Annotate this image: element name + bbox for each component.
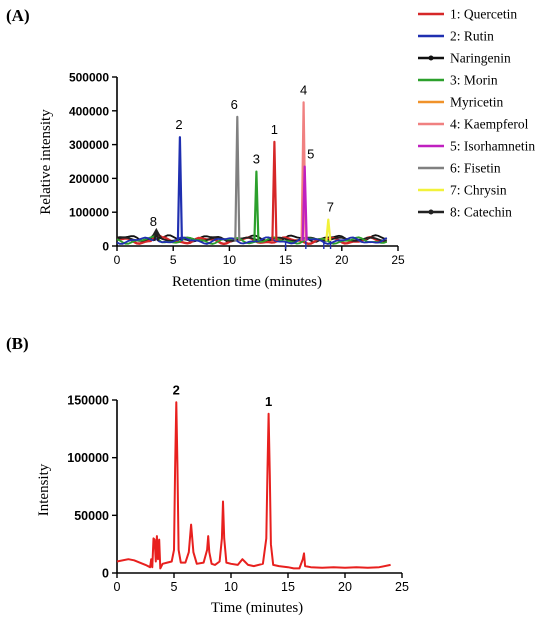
a-peak [271,140,278,241]
b-x-tick-label: 25 [395,580,409,594]
a-peak-label: 1 [271,122,278,137]
a-peak [153,230,160,242]
a-peak [301,165,308,241]
a-x-tick-label: 5 [170,253,177,267]
legend-entry: 6: Fisetin [450,161,501,176]
a-y-tick-label: 300000 [69,138,109,152]
legend-entry: 8: Catechin [450,205,512,220]
a-peak-label: 3 [253,152,260,167]
panel-a-legend: 1: Quercetin 2: Rutin Naringenin 3: Morin My… [418,7,535,220]
panel-a: (A) 0 5 10 15 20 2501000002000003000004000005… [6,6,535,290]
a-peak [234,115,241,241]
a-peak-label: 5 [307,147,314,162]
panel-b: (B) 0 5 10 15 20 25 0 50000 100000 150000 2 1 Time … [6,334,409,616]
b-x-tick-label: 15 [281,580,295,594]
a-x-tick-label: 15 [279,253,293,267]
legend-entry: 7: Chrysin [450,183,507,198]
a-peak-label: 2 [175,117,182,132]
a-peak-label: 8 [150,214,157,229]
a-y-tick-label: 500000 [69,71,109,85]
a-y-tick-label: 400000 [69,104,109,118]
legend-entry: 2: Rutin [450,29,494,44]
a-peak [253,170,260,241]
b-x-tick-label: 5 [171,580,178,594]
b-y-tick-label: 50000 [74,509,109,523]
a-peak [176,136,183,241]
b-series-line [116,401,391,570]
b-y-tick-label: 150000 [67,394,109,408]
panel-b-ylabel: Intensity [36,463,52,516]
legend-entry: Naringenin [450,51,511,66]
legend-marker [428,209,434,215]
a-y-tick-label: 200000 [69,172,109,186]
a-x-tick-label: 0 [114,253,121,267]
a-series-baseline [116,236,388,245]
a-y-tick-label: 100000 [69,206,109,220]
a-y-tick-label: 0 [102,240,109,254]
legend-entry: 5: Isorhamnetin [450,139,535,154]
b-peak-label: 1 [265,394,272,409]
a-peak [325,218,332,242]
panel-a-plot: 0 5 10 15 20 25010000020000030000040000050000… [69,71,405,268]
panel-a-label: (A) [6,6,30,25]
a-peak-label: 7 [327,200,334,215]
a-peak-label: 6 [231,97,238,112]
legend-marker [428,55,434,61]
panel-a-ylabel: Relative intensity [38,109,54,215]
legend-entry: 3: Morin [450,73,498,88]
a-x-tick-label: 25 [391,253,405,267]
legend-entry: Myricetin [450,95,503,110]
b-y-tick-label: 100000 [67,451,109,465]
legend-entry: 1: Quercetin [450,7,517,22]
a-x-tick-label: 20 [335,253,349,267]
b-y-tick-label: 0 [102,567,109,581]
panel-b-xlabel: Time (minutes) [211,600,303,616]
legend-entry: 4: Kaempferol [450,117,529,132]
panel-b-label: (B) [6,334,29,353]
a-peak-label: 4 [300,82,307,97]
b-x-tick-label: 0 [114,580,121,594]
panel-a-xlabel: Retention time (minutes) [172,274,322,290]
b-x-tick-label: 10 [224,580,238,594]
a-series-baseline [116,227,387,242]
a-x-tick-label: 10 [223,253,237,267]
panel-b-plot: 0 5 10 15 20 25 0 50000 100000 150000 2 1 [67,382,409,594]
b-peak-label: 2 [173,382,180,397]
b-x-tick-label: 20 [338,580,352,594]
